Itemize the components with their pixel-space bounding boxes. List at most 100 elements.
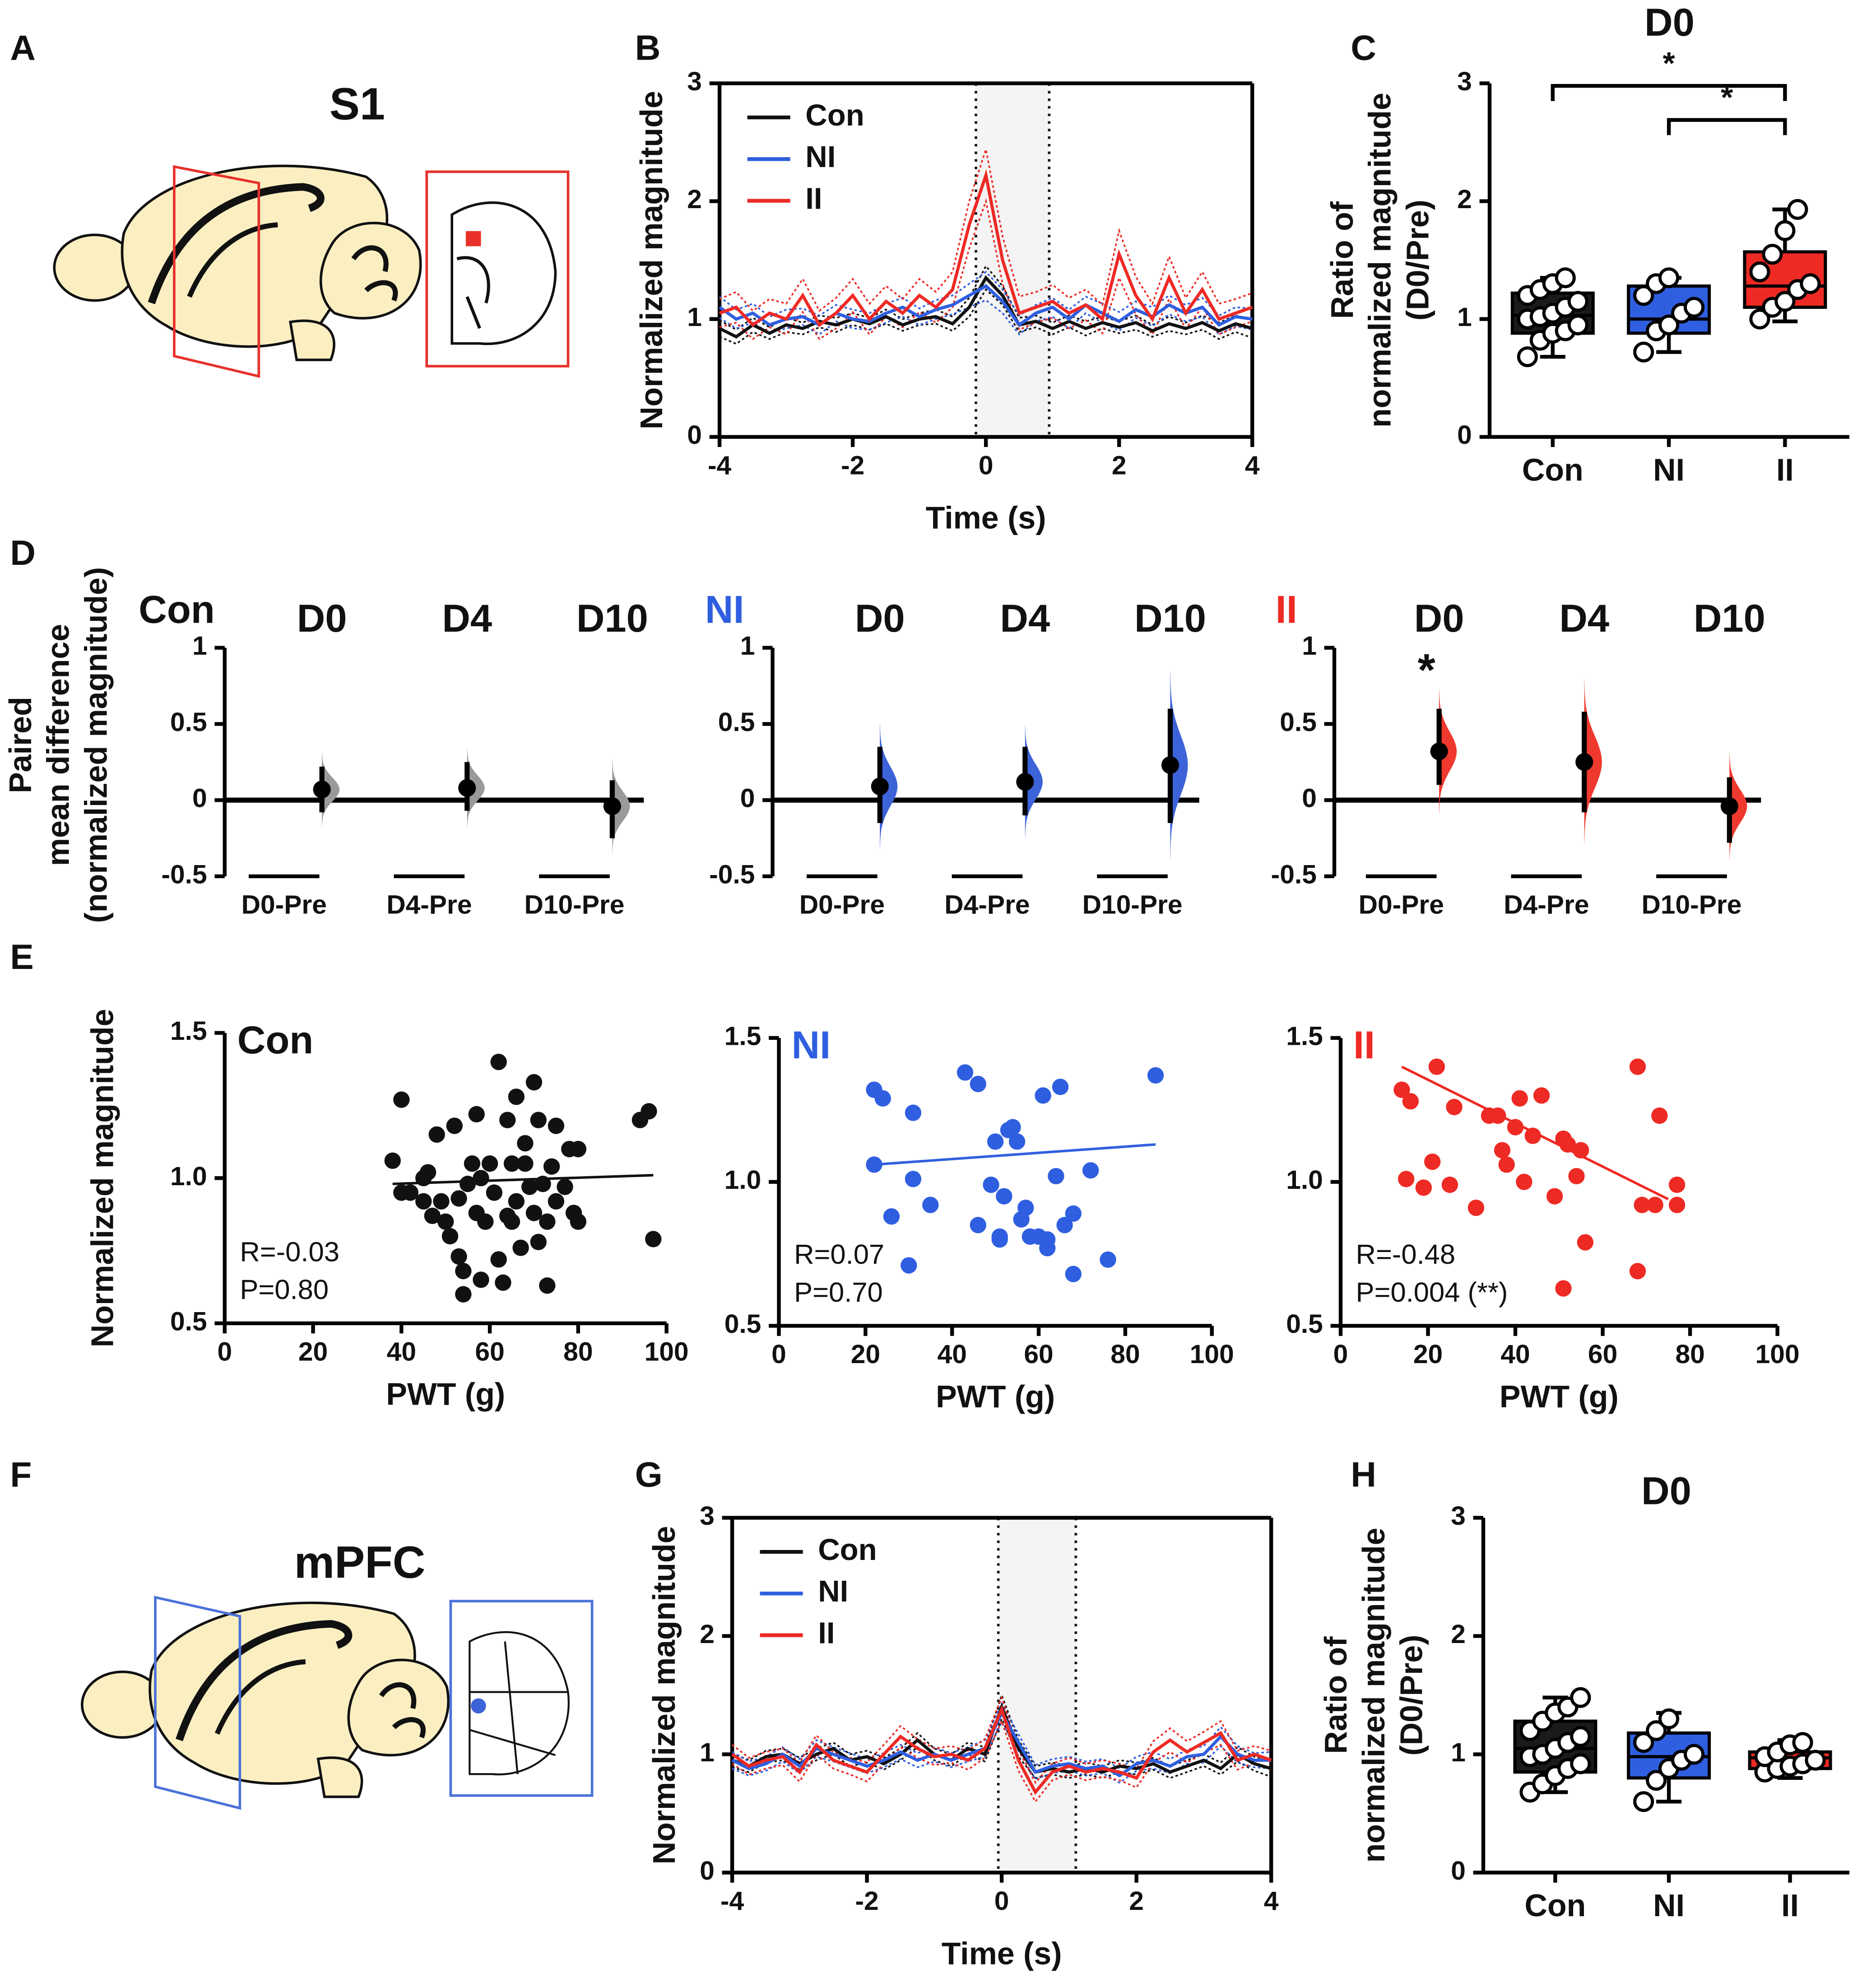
point [473,1170,489,1187]
y-axis-label: Paired [3,697,38,793]
x-tick-label: 0 [979,451,994,480]
point [1048,1168,1064,1185]
column-header: D0 [1414,597,1464,640]
x-tick-label: Con [1524,1888,1586,1923]
point [1646,1769,1667,1791]
y-tick-label: 0.5 [724,1309,762,1339]
point [1570,1687,1591,1708]
point [1147,1067,1164,1084]
significance-label: * [1721,79,1733,115]
point [1567,291,1588,312]
point [1651,1107,1668,1124]
point [1511,1090,1528,1107]
point [874,1090,891,1107]
point [473,1271,489,1288]
mean [1016,773,1034,791]
point [1629,1263,1646,1280]
point [477,1213,494,1230]
point [1402,1093,1419,1110]
fit-line [874,1143,1156,1166]
s1-diagram [54,166,570,378]
point [1533,1087,1550,1104]
y-tick-label: 0 [1451,1856,1466,1886]
y-tick-label: 1 [1451,1738,1466,1767]
point [1446,1099,1463,1116]
point [450,1248,467,1265]
mpfc-diagram [82,1596,594,1810]
point [1805,1750,1826,1771]
significance-bracket [1667,118,1787,135]
point [1570,1753,1591,1774]
y-tick-label: 0.5 [1280,708,1317,737]
x-tick-label: 4 [1245,451,1260,480]
point [1792,1732,1813,1753]
y-axis-label: Ratio of [1324,201,1360,319]
stat-label: P=0.80 [240,1274,329,1305]
point [1056,1217,1073,1234]
point [481,1155,498,1172]
point [393,1091,410,1108]
y-tick-label: 1.5 [1286,1021,1323,1051]
point [1415,1179,1432,1196]
x-tick-label: -4 [708,451,732,480]
point [1668,1197,1686,1213]
point [1100,1251,1116,1268]
x-axis-label: PWT (g) [1500,1379,1619,1414]
y-tick-label: 0.5 [1286,1309,1323,1339]
y-tick-label: 1 [1457,303,1472,332]
y-tick-label: 1.5 [170,1016,207,1046]
point [1035,1087,1051,1104]
point [1065,1266,1082,1282]
y-axis-label: Normalized magnitude [646,1526,682,1865]
sem-upper [731,1695,1272,1784]
column-header: D10 [576,597,648,640]
x-axis-label: Time (s) [942,1936,1062,1971]
point [1428,1058,1445,1075]
stat-label: R=-0.48 [1356,1239,1456,1270]
y-tick-label: -0.5 [161,860,207,889]
mean [603,797,621,815]
point [1546,1188,1563,1205]
y-tick-label: 1 [687,303,702,332]
significance-bracket [1551,84,1787,101]
y-tick-label: 1.0 [170,1162,207,1191]
point [1633,341,1654,363]
sem-upper [719,270,1253,318]
y-axis-label: normalized magnitude [1356,1528,1391,1863]
panel-label: G [635,1455,663,1494]
y-tick-label: 0 [1457,420,1472,450]
stat-label: R=0.07 [794,1239,884,1270]
region-label: mPFC [294,1537,426,1588]
legend-label: NI [805,140,836,174]
point [490,1053,507,1071]
x-tick-label: 20 [1413,1340,1443,1369]
point [1555,1280,1572,1297]
sem-lower [719,288,1253,345]
point [1774,291,1796,312]
point [521,1178,538,1195]
point [905,1104,922,1121]
point [499,1112,516,1128]
point [1507,1119,1524,1136]
panel-label: D [10,533,36,573]
y-axis-label: (D0/Pre) [1394,1634,1429,1755]
stimulus-window [998,1518,1076,1873]
column-header: D4 [1000,597,1050,640]
stat-label: P=0.70 [794,1277,883,1308]
column-header: D4 [1559,597,1609,640]
point [1039,1240,1056,1257]
x-tick-label: D4-Pre [1504,890,1589,919]
y-tick-label: 0 [1302,784,1317,813]
series-line [719,169,1253,327]
point [1498,1156,1515,1173]
legend-label: NI [818,1574,848,1608]
x-tick-label: 60 [1024,1340,1053,1369]
point [508,1193,525,1210]
point [1658,314,1680,335]
panel-label: B [635,28,661,68]
mean [1161,756,1179,774]
y-axis-label: Normalized magnitude [85,1009,120,1347]
point [446,1117,463,1134]
point [1516,1173,1532,1190]
point [539,1213,556,1230]
